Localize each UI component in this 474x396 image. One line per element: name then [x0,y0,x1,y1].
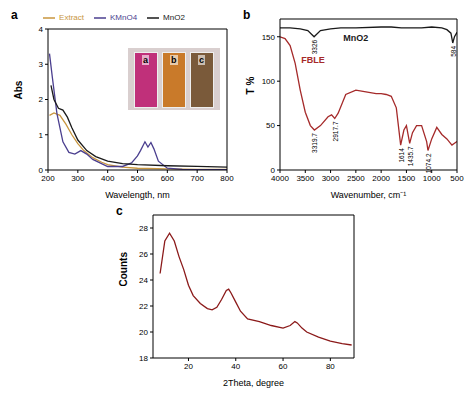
html-text:b: b [171,55,177,65]
svg-text:0: 0 [271,166,276,175]
svg-text:20: 20 [139,328,148,337]
html-text:MnO2: MnO2 [163,13,185,23]
svg-text:584: 584 [450,46,457,57]
svg-text:Wavenumber, cm⁻¹: Wavenumber, cm⁻¹ [331,190,407,200]
svg-text:50: 50 [266,121,275,130]
svg-text:3319.7: 3319.7 [311,133,318,153]
svg-text:1435.7: 1435.7 [407,146,414,166]
html-text:Extract: Extract [59,13,84,23]
svg-text:200: 200 [41,174,55,183]
svg-text:2: 2 [39,95,44,104]
svg-text:1500: 1500 [398,174,416,183]
svg-text:0: 0 [39,166,44,175]
svg-text:28: 28 [139,224,148,233]
svg-text:20: 20 [184,362,193,371]
svg-text:150: 150 [262,33,276,42]
svg-text:18: 18 [139,354,148,363]
svg-text:500: 500 [131,174,145,183]
html-text:c: c [199,55,204,65]
svg-text:Counts: Counts [118,252,129,287]
svg-text:100: 100 [262,77,276,86]
svg-text:Wavelength, nm: Wavelength, nm [105,190,170,200]
svg-text:40: 40 [231,362,240,371]
svg-text:400: 400 [101,174,115,183]
svg-text:Abs: Abs [13,80,24,99]
svg-text:4: 4 [39,25,44,34]
svg-text:MnO2: MnO2 [343,33,368,43]
svg-text:3: 3 [39,60,44,69]
svg-text:800: 800 [220,174,234,183]
svg-text:600: 600 [161,174,175,183]
html-text:a: a [143,55,148,65]
svg-text:24: 24 [139,276,148,285]
svg-text:3326: 3326 [311,39,318,54]
svg-text:4000: 4000 [271,174,289,183]
html-text:a: a [11,8,18,22]
svg-text:FBLE: FBLE [301,55,325,65]
svg-text:2500: 2500 [347,174,365,183]
svg-text:1000: 1000 [423,174,441,183]
svg-text:60: 60 [279,362,288,371]
svg-text:3000: 3000 [322,174,340,183]
svg-text:22: 22 [139,302,148,311]
svg-text:2917.7: 2917.7 [332,121,339,141]
svg-text:3500: 3500 [296,174,314,183]
svg-text:1614: 1614 [398,148,405,163]
html-text:c: c [116,204,123,218]
svg-text:1074.2: 1074.2 [425,153,432,173]
html-text:KMnO4: KMnO4 [110,13,138,23]
html-text:b: b [243,8,251,22]
svg-text:500: 500 [450,174,464,183]
svg-text:2000: 2000 [372,174,390,183]
svg-text:80: 80 [326,362,335,371]
svg-text:2Theta, degree: 2Theta, degree [223,378,284,388]
svg-text:26: 26 [139,250,148,259]
svg-text:T %: T % [245,77,256,95]
svg-text:300: 300 [71,174,85,183]
svg-text:1: 1 [39,131,44,140]
svg-text:700: 700 [190,174,204,183]
